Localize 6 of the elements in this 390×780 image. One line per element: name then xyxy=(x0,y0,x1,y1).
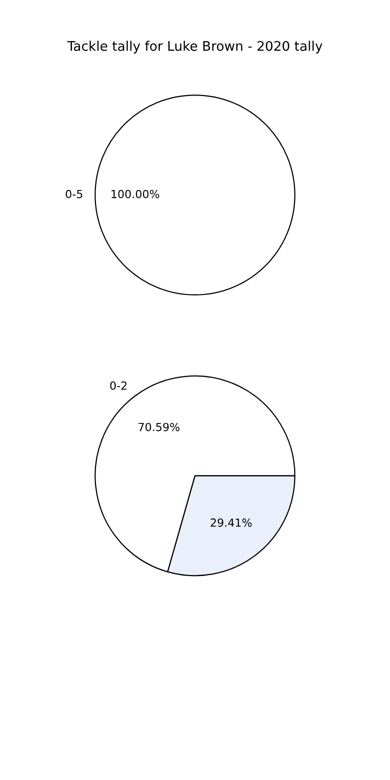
chart-title: Tackle tally for Luke Brown - 2020 tally xyxy=(67,40,322,54)
data-label: 29.41% xyxy=(210,518,252,527)
data-label: 100.00% xyxy=(112,190,160,198)
slice-label: 0-2 xyxy=(110,381,126,390)
data-label: 70.59% xyxy=(138,422,180,432)
slice-label: 0-5 xyxy=(66,190,82,198)
